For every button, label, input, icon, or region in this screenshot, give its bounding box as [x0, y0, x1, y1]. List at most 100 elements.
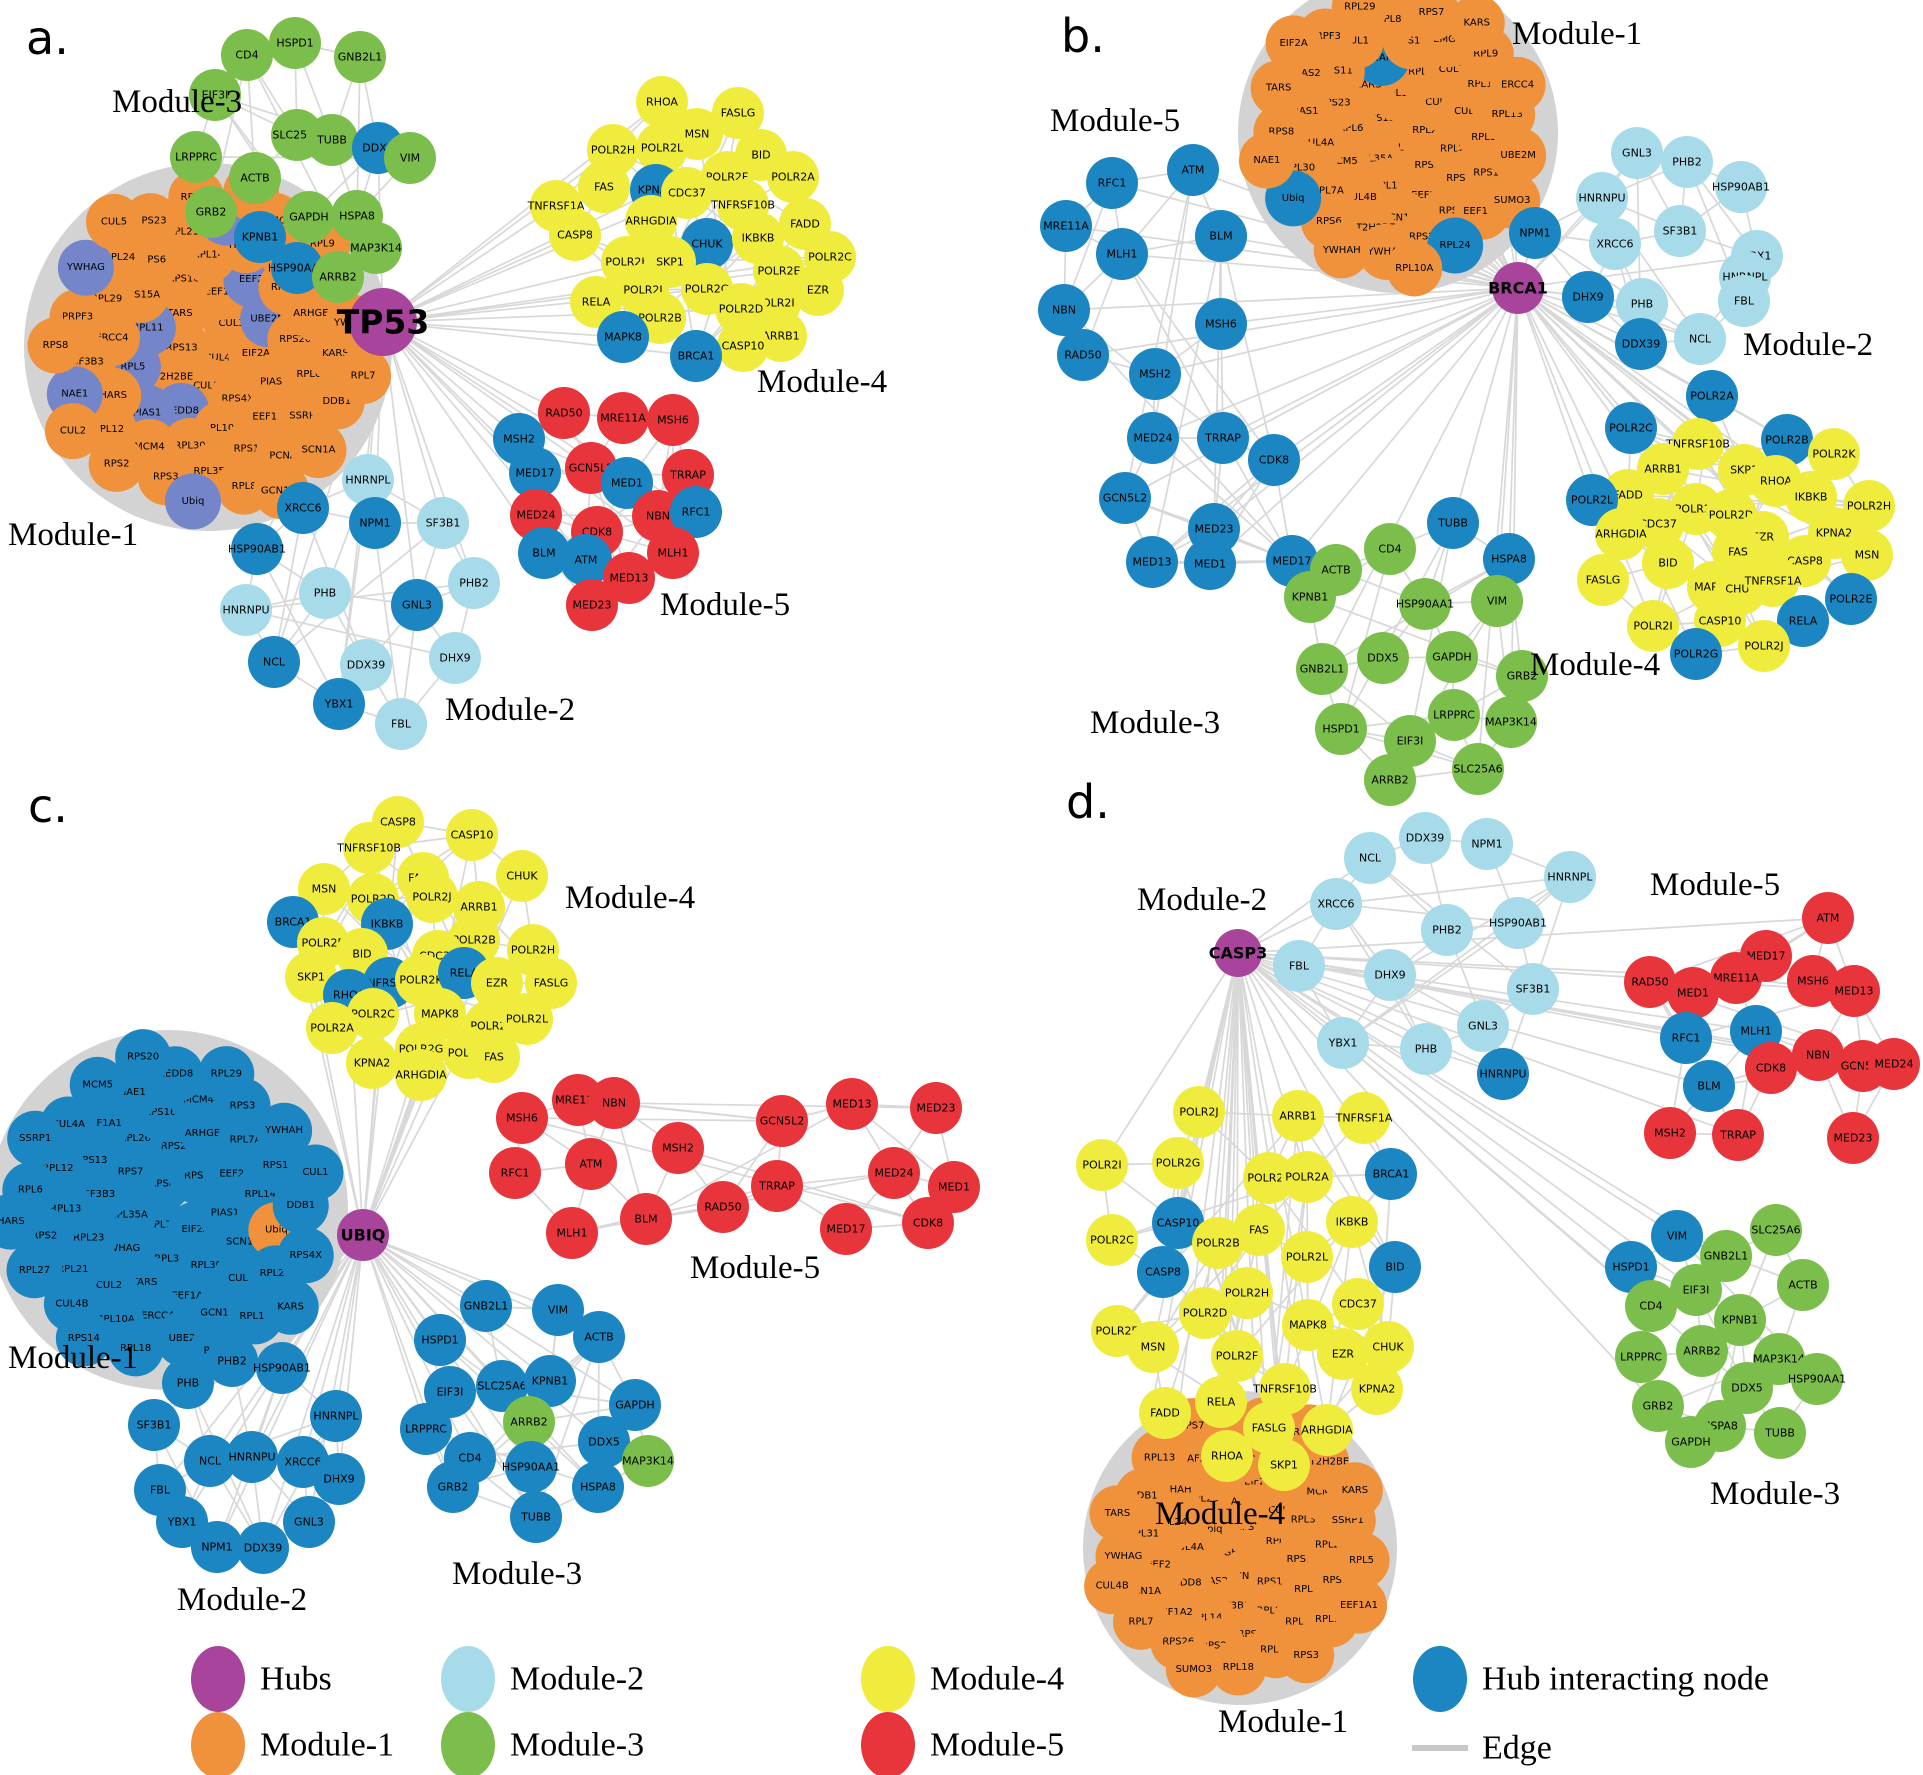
node-FBL[interactable]: FBL — [1718, 275, 1770, 327]
node-RPL10A[interactable]: RPL10A — [1386, 240, 1443, 297]
node-BLM[interactable]: BLM — [620, 1193, 672, 1245]
node-ARRB2[interactable]: ARRB2 — [1364, 754, 1416, 806]
node-TRRAP[interactable]: TRRAP — [1712, 1109, 1764, 1161]
node-TUBB[interactable]: TUBB — [1427, 497, 1479, 549]
node-HNRNPU[interactable]: HNRNPU — [220, 584, 272, 636]
node-KPNA2[interactable]: KPNA2 — [346, 1037, 398, 1089]
node-NAE1[interactable]: NAE1 — [1238, 132, 1295, 189]
node-LRPPRC[interactable]: LRPPRC — [1615, 1331, 1667, 1383]
node-YWHAH[interactable]: YWHAH — [1313, 222, 1370, 279]
node-MED1[interactable]: MED1 — [1667, 967, 1719, 1019]
node-GNB2L1[interactable]: GNB2L1 — [1296, 643, 1348, 695]
node-MSH6[interactable]: MSH6 — [647, 394, 699, 446]
node-ACTB[interactable]: ACTB — [573, 1311, 625, 1363]
node-CASP8[interactable]: CASP8 — [549, 209, 601, 261]
node-SLC25A6[interactable]: SLC25A6 — [1750, 1204, 1802, 1256]
node-YBX1[interactable]: YBX1 — [1317, 1017, 1369, 1069]
node-POLR2I[interactable]: POLR2I — [1076, 1139, 1128, 1191]
node-PHB[interactable]: PHB — [1400, 1023, 1452, 1075]
node-RELA[interactable]: RELA — [1195, 1376, 1247, 1428]
node-GAPDH[interactable]: GAPDH — [1426, 631, 1478, 683]
node-YBX1[interactable]: YBX1 — [313, 678, 365, 730]
node-GRB2[interactable]: GRB2 — [185, 186, 237, 238]
node-RPS14[interactable]: RPS14 — [55, 1310, 112, 1367]
node-NPM1[interactable]: NPM1 — [349, 497, 401, 549]
node-RAD50[interactable]: RAD50 — [538, 387, 590, 439]
node-VIM[interactable]: VIM — [1471, 575, 1523, 627]
node-IKBKB[interactable]: IKBKB — [1326, 1196, 1378, 1248]
node-LRPPRC[interactable]: LRPPRC — [1428, 689, 1480, 741]
node-ATM[interactable]: ATM — [1167, 144, 1219, 196]
node-SF3B1[interactable]: SF3B1 — [417, 497, 469, 549]
node-MLH1[interactable]: MLH1 — [1096, 228, 1148, 280]
node-CHUK[interactable]: CHUK — [496, 850, 548, 902]
node-SF3B1[interactable]: SF3B1 — [1654, 205, 1706, 257]
node-CASP10[interactable]: CASP10 — [717, 320, 769, 372]
node-RPS20[interactable]: RPS20 — [115, 1029, 172, 1086]
node-POLR2J[interactable]: POLR2J — [1738, 620, 1790, 672]
node-MED13[interactable]: MED13 — [826, 1078, 878, 1130]
node-CD4[interactable]: CD4 — [1625, 1280, 1677, 1332]
node-MED24[interactable]: MED24 — [1868, 1038, 1920, 1090]
node-NPM1[interactable]: NPM1 — [191, 1521, 243, 1573]
node-ACTB[interactable]: ACTB — [229, 152, 281, 204]
node-ARRB2[interactable]: ARRB2 — [312, 251, 364, 303]
node-RPS8[interactable]: RPS8 — [27, 317, 84, 374]
node-GCN5L2[interactable]: GCN5L2 — [1099, 472, 1151, 524]
node-XRCC6[interactable]: XRCC6 — [1589, 218, 1641, 270]
node-POLR2F[interactable]: POLR2F — [1211, 1330, 1263, 1382]
node-DHX9[interactable]: DHX9 — [429, 632, 481, 684]
node-POLR2A[interactable]: POLR2A — [306, 1002, 358, 1054]
node-ATM[interactable]: ATM — [565, 1138, 617, 1190]
node-RPL29[interactable]: RPL29 — [198, 1046, 255, 1103]
node-ARHGDIA[interactable]: ARHGDIA — [1595, 508, 1647, 560]
node-DDX39[interactable]: DDX39 — [237, 1522, 289, 1574]
node-NBN[interactable]: NBN — [588, 1077, 640, 1129]
node-NCL[interactable]: NCL — [248, 636, 300, 688]
node-HSPD1[interactable]: HSPD1 — [269, 17, 321, 69]
node-POLR2A[interactable]: POLR2A — [1281, 1151, 1333, 1203]
node-GNL3[interactable]: GNL3 — [1611, 127, 1663, 179]
node-NBN[interactable]: NBN — [1792, 1029, 1844, 1081]
node-POLR2J[interactable]: POLR2J — [406, 871, 458, 923]
node-CD4[interactable]: CD4 — [1364, 523, 1416, 575]
node-KPNB1[interactable]: KPNB1 — [1284, 571, 1336, 623]
node-VIM[interactable]: VIM — [384, 132, 436, 184]
node-CDK8[interactable]: CDK8 — [1745, 1042, 1797, 1094]
node-POLR2A[interactable]: POLR2A — [1686, 370, 1738, 422]
node-SSRP1[interactable]: SSRP1 — [7, 1110, 64, 1167]
node-TUBB[interactable]: TUBB — [1754, 1407, 1806, 1459]
node-CUL5[interactable]: CUL5 — [85, 193, 142, 250]
node-PHB[interactable]: PHB — [162, 1357, 214, 1409]
node-HSPA8[interactable]: HSPA8 — [572, 1461, 624, 1513]
node-HNRNPU[interactable]: HNRNPU — [1477, 1048, 1529, 1100]
node-HNRNPU[interactable]: HNRNPU — [1576, 172, 1628, 224]
node-DHX9[interactable]: DHX9 — [1562, 271, 1614, 323]
node-RFC1[interactable]: RFC1 — [1086, 157, 1138, 209]
node-RAD50[interactable]: RAD50 — [1057, 329, 1109, 381]
node-RHOA[interactable]: RHOA — [1201, 1430, 1253, 1482]
node-GNL3[interactable]: GNL3 — [1457, 1000, 1509, 1052]
node-MRE11A[interactable]: MRE11A — [1040, 200, 1092, 252]
node-GAPDH[interactable]: GAPDH — [283, 191, 335, 243]
node-ACTB[interactable]: ACTB — [1777, 1259, 1829, 1311]
node-GAPDH[interactable]: GAPDH — [1665, 1416, 1717, 1468]
node-MLH1[interactable]: MLH1 — [647, 527, 699, 579]
node-GNL3[interactable]: GNL3 — [283, 1496, 335, 1548]
node-HNRNPU[interactable]: HNRNPU — [226, 1431, 278, 1483]
node-RAD50[interactable]: RAD50 — [697, 1181, 749, 1233]
node-MED24[interactable]: MED24 — [1127, 412, 1179, 464]
node-HSP90AA1[interactable]: HSP90AA1 — [1396, 578, 1454, 630]
node-CUL2[interactable]: CUL2 — [44, 403, 101, 460]
node-MAP3K14[interactable]: MAP3K14 — [622, 1435, 674, 1487]
node-MED1[interactable]: MED1 — [1184, 538, 1236, 590]
node-FBL[interactable]: FBL — [1273, 940, 1325, 992]
node-HNRNPL[interactable]: HNRNPL — [310, 1390, 362, 1442]
node-PHB2[interactable]: PHB2 — [1421, 904, 1473, 956]
node-RPL27[interactable]: RPL27 — [6, 1242, 63, 1299]
node-POLR2A[interactable]: POLR2A — [767, 151, 819, 203]
node-TRRAP[interactable]: TRRAP — [1197, 412, 1249, 464]
node-NCL[interactable]: NCL — [1674, 313, 1726, 365]
node-SUMO3[interactable]: SUMO3 — [1165, 1641, 1222, 1698]
node-ARRB1[interactable]: ARRB1 — [1272, 1090, 1324, 1142]
